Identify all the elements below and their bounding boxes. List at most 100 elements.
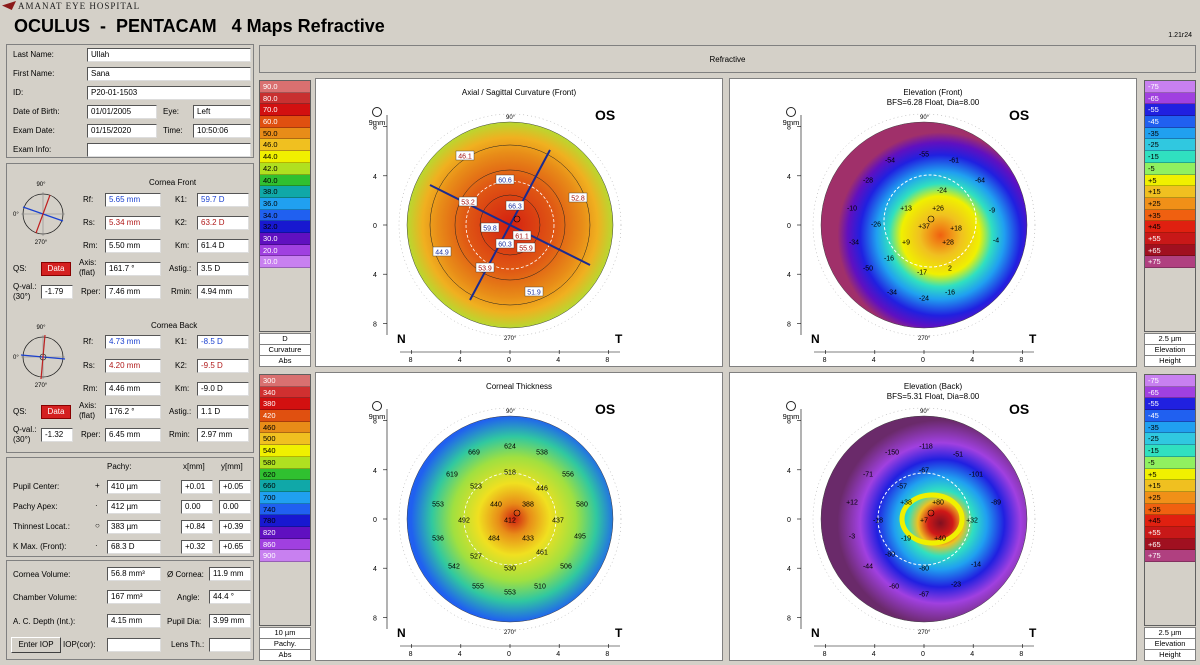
map-value-label: +13 xyxy=(900,206,912,213)
pachy-row-symbol: · xyxy=(95,541,98,550)
qval-sub-label: (30°) xyxy=(13,292,31,301)
map-value-label: -150 xyxy=(885,450,899,457)
cornea-volume-label: Cornea Volume: xyxy=(13,570,71,579)
topography-map[interactable]: 8 8 4 4 0 0 4 4 8 8 90° 270° 46.1 60.6 53.2 66.3 52.8 59.… xyxy=(316,79,723,366)
map-value-label: -28 xyxy=(863,178,873,185)
pachy-row-y: +0.65 xyxy=(219,540,251,554)
x-tick: 8 xyxy=(1019,357,1023,364)
scale-step: -75 xyxy=(1145,81,1195,93)
map-value-label: -19 xyxy=(901,536,911,543)
back-rm-label: Rm: xyxy=(83,384,98,393)
id-field[interactable]: P20-01-1503 xyxy=(87,86,251,100)
dob-field[interactable]: 01/01/2005 xyxy=(87,105,157,119)
time-label: Time: xyxy=(163,126,183,135)
back-qval-sub-label: (30°) xyxy=(13,435,31,444)
map-value-label: -80 xyxy=(919,566,929,573)
x-tick: 8 xyxy=(823,651,827,658)
map-value-label: -4 xyxy=(993,238,999,245)
front-axis-value: 161.7 ° xyxy=(105,262,161,276)
scale-step: +35 xyxy=(1145,503,1195,516)
map-value-label: 446 xyxy=(536,486,548,493)
magnifier-icon[interactable] xyxy=(786,107,796,117)
map-frame: Elevation (Back) BFS=5.31 Float, Dia=8.00… xyxy=(729,372,1137,661)
map-value-label: 53.2 xyxy=(461,200,475,207)
x-tick: 4 xyxy=(458,357,462,364)
zoom-control[interactable]: 9mm xyxy=(367,107,387,127)
exam-info-field[interactable] xyxy=(87,143,251,157)
map-value-label: -67 xyxy=(919,592,929,599)
zoom-control[interactable]: 9mm xyxy=(781,107,801,127)
scale-step: 40.0 xyxy=(260,174,310,187)
enter-iop-button[interactable]: Enter IOP xyxy=(11,637,61,653)
first-name-field[interactable]: Sana xyxy=(87,67,251,81)
patient-panel: Last Name: Ullah First Name: Sana ID: P2… xyxy=(6,44,254,158)
map-value-label: -54 xyxy=(885,158,895,165)
pachy-row-y: +0.05 xyxy=(219,480,251,494)
magnifier-icon[interactable] xyxy=(372,401,382,411)
zoom-control[interactable]: 9mm xyxy=(781,401,801,421)
svg-text:270°: 270° xyxy=(35,383,48,389)
x-tick: 8 xyxy=(409,651,413,658)
scale-step: -45 xyxy=(1145,116,1195,128)
lens-th-field[interactable] xyxy=(209,638,251,652)
scale-step: +55 xyxy=(1145,232,1195,245)
map-value-label: -101 xyxy=(969,472,983,479)
rs-label: Rs: xyxy=(83,218,95,227)
y-tick: 8 xyxy=(787,125,791,132)
map-value-label: +9 xyxy=(902,240,910,247)
magnifier-icon[interactable] xyxy=(372,107,382,117)
exam-date-field[interactable]: 01/15/2020 xyxy=(87,124,157,138)
svg-text:90°: 90° xyxy=(36,325,46,331)
scale-step: 740 xyxy=(260,503,310,516)
time-field[interactable]: 10:50:06 xyxy=(193,124,251,138)
map-value-label: 388 xyxy=(522,502,534,509)
back-rmin-label: Rmin: xyxy=(169,430,190,439)
map-value-label: 523 xyxy=(470,484,482,491)
map-value-label: 461 xyxy=(536,550,548,557)
map-value-label: 61.1 xyxy=(515,234,529,241)
x-tick: 8 xyxy=(605,357,609,364)
chamber-volume-value: 167 mm³ xyxy=(107,590,161,604)
magnifier-icon[interactable] xyxy=(786,401,796,411)
exam-date-label: Exam Date: xyxy=(13,126,55,135)
map-value-label: 484 xyxy=(488,536,500,543)
front-astig-value: 3.5 D xyxy=(197,262,249,276)
pachy-row-y: 0.00 xyxy=(219,500,251,514)
topography-map[interactable]: 8 8 4 4 0 0 4 4 8 8 90° 270° -54 -55 -61 -28 -64 -24 -10 +1… xyxy=(730,79,1137,366)
y-tick: 8 xyxy=(373,615,377,622)
scale-step: 580 xyxy=(260,456,310,469)
back-qs-data-button[interactable]: Data xyxy=(41,405,71,419)
topography-map[interactable]: 8 8 4 4 0 0 4 4 8 8 90° 270° -118 -150 -51 -71 -67 -101 -5… xyxy=(730,373,1137,660)
map-value-label: 580 xyxy=(576,502,588,509)
pachy-row-label: K Max. (Front): xyxy=(13,542,67,551)
y-tick: 0 xyxy=(787,517,791,524)
km-label: Km: xyxy=(175,241,190,250)
front-qval-value: -1.79 xyxy=(41,285,73,299)
scale-step: 780 xyxy=(260,515,310,527)
y-tick: 8 xyxy=(373,321,377,328)
x-tick: 0 xyxy=(507,357,511,364)
last-name-field[interactable]: Ullah xyxy=(87,48,251,62)
map-value-label: -44 xyxy=(863,564,873,571)
pupil-dia-value: 3.99 mm xyxy=(209,614,251,628)
scale-step: +65 xyxy=(1145,538,1195,551)
map-value-label: -89 xyxy=(991,500,1001,507)
y-tick: 8 xyxy=(787,615,791,622)
qval-label: Q-val.: xyxy=(13,282,37,291)
iop-cor-field[interactable] xyxy=(107,638,161,652)
pachy-panel: Pachy: x[mm] y[mm] Pupil Center: + 410 µ… xyxy=(6,457,254,557)
pachy-row-symbol: + xyxy=(95,481,100,490)
back-km-value: -9.0 D xyxy=(197,382,249,396)
scale-step: 70.0 xyxy=(260,104,310,117)
map-value-label: 2 xyxy=(948,266,952,273)
front-km-value: 61.4 D xyxy=(197,239,249,253)
zoom-control[interactable]: 9mm xyxy=(367,401,387,421)
front-qs-data-button[interactable]: Data xyxy=(41,262,71,276)
back-astig-value: 1.1 D xyxy=(197,405,249,419)
eye-field[interactable]: Left xyxy=(193,105,251,119)
scale-step: 500 xyxy=(260,433,310,446)
back-axis-sub-label: (flat) xyxy=(79,411,95,420)
scale-mode: Abs xyxy=(259,355,311,367)
y-tick: 4 xyxy=(373,566,377,573)
